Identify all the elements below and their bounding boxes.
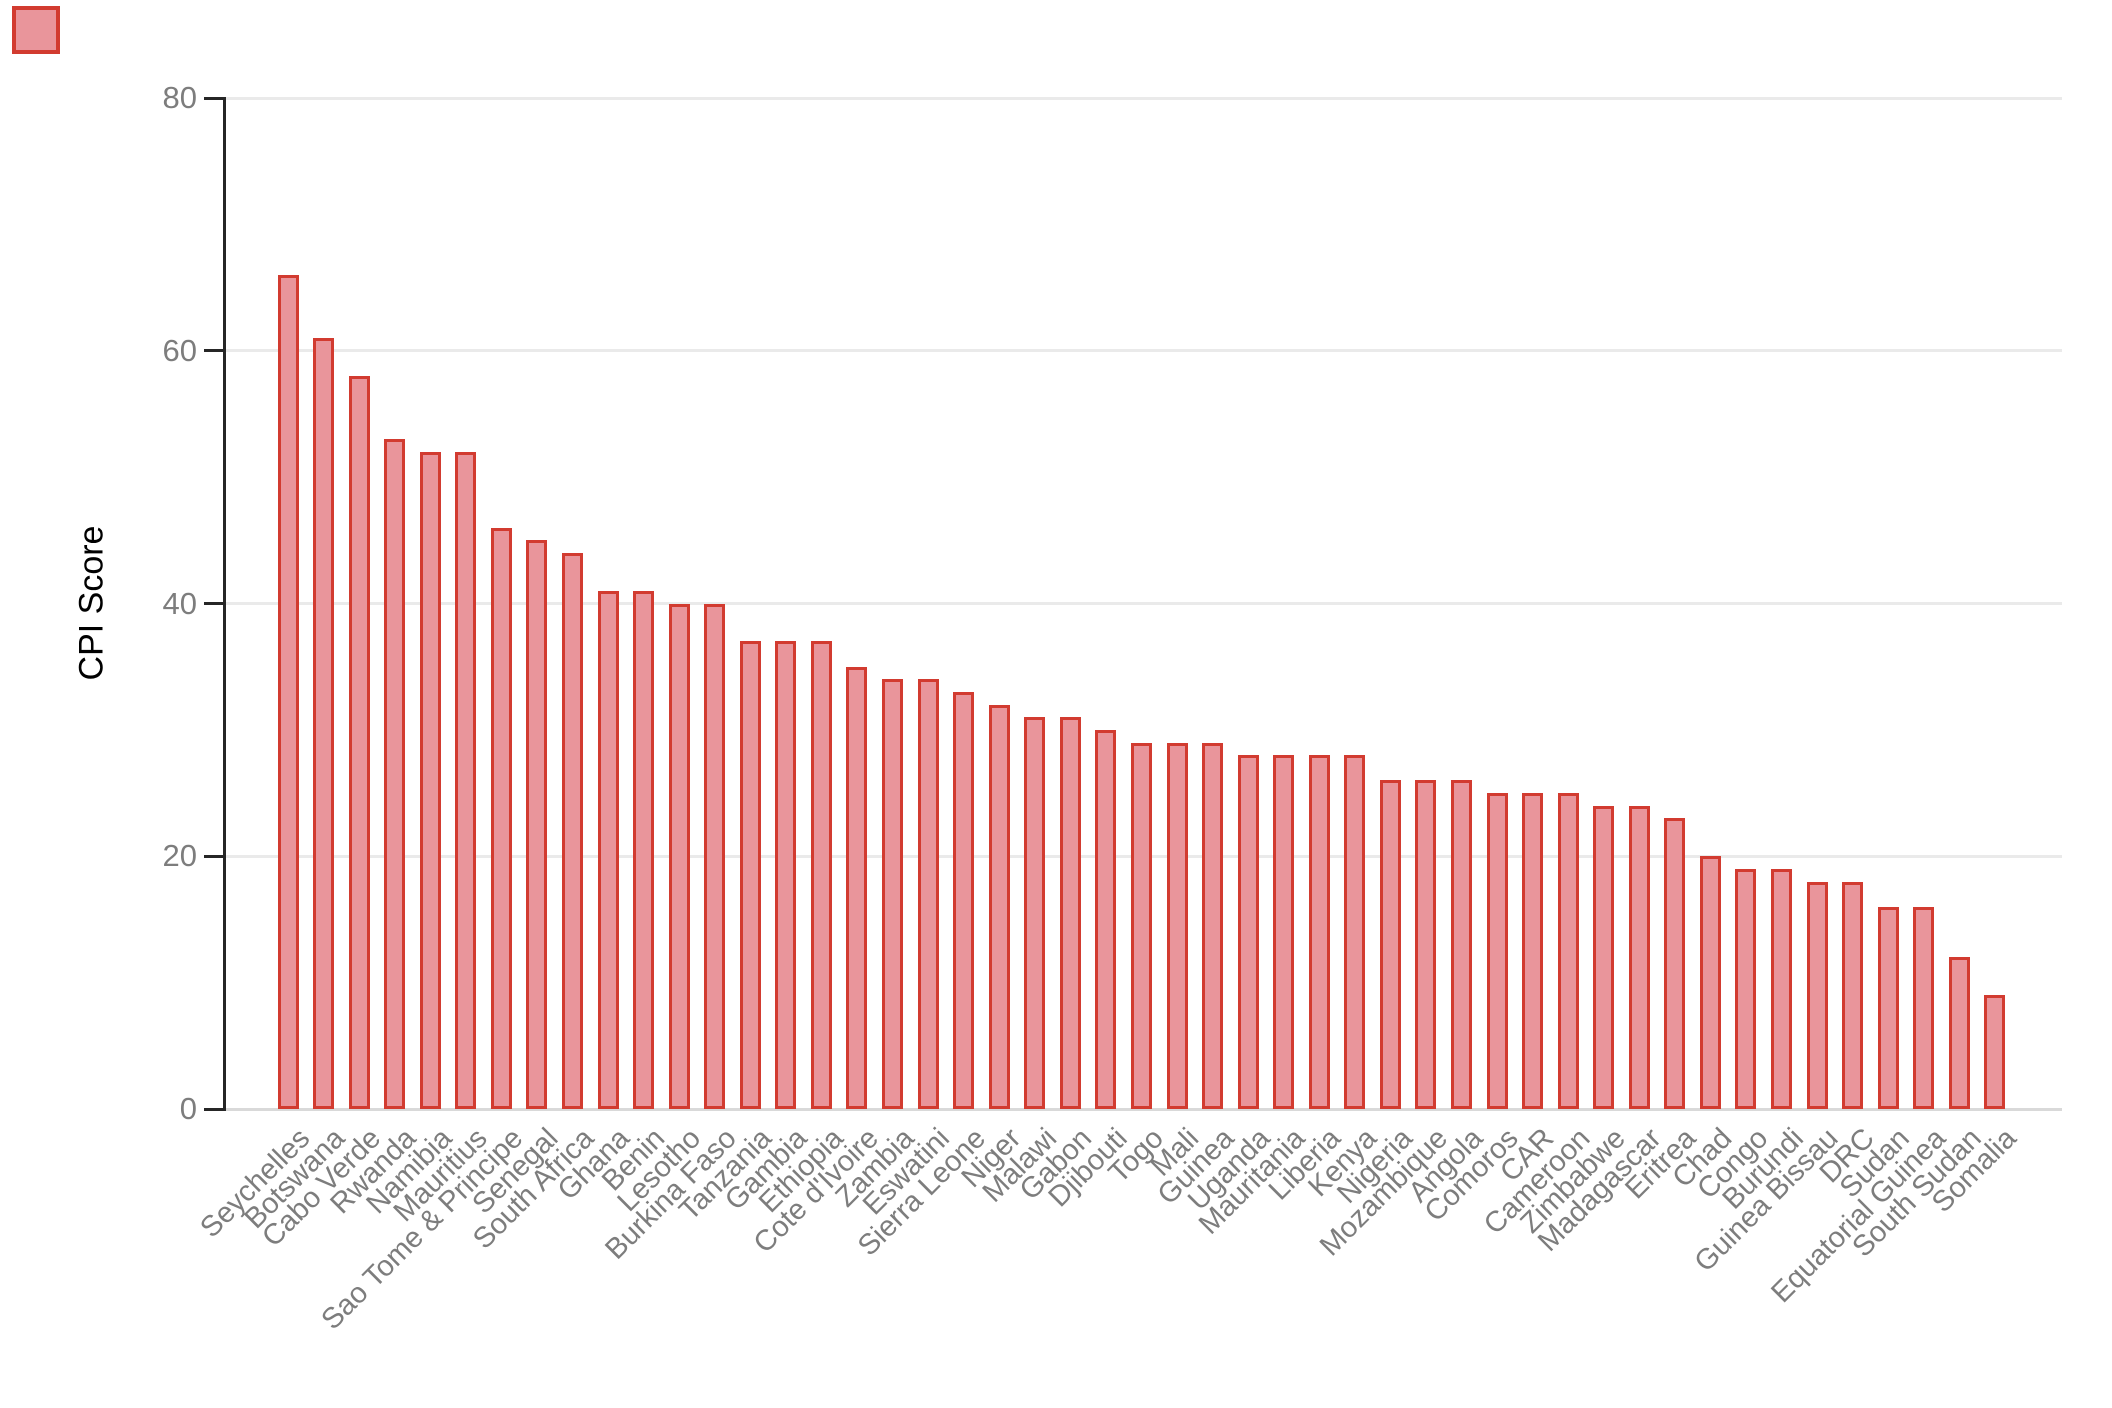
bar: [561, 552, 583, 1109]
y-axis-line: [223, 96, 226, 1111]
bar: [882, 679, 904, 1109]
bar: [775, 641, 797, 1109]
gridline: [225, 96, 2062, 100]
bar: [526, 540, 548, 1109]
y-tick-label: 80: [162, 80, 197, 115]
bar: [1735, 868, 1757, 1109]
bar: [953, 691, 975, 1109]
bar: [633, 590, 655, 1109]
gridline: [225, 349, 2062, 353]
y-axis-tick: [204, 349, 224, 353]
bar: [1877, 906, 1899, 1109]
bar: [384, 439, 406, 1109]
bar: [1771, 868, 1793, 1109]
bar: [668, 603, 690, 1109]
bar: [810, 641, 832, 1109]
bar: [1806, 881, 1828, 1109]
bar: [490, 527, 512, 1109]
bar: [1948, 957, 1970, 1109]
bar: [1984, 995, 2006, 1109]
bar: [1415, 780, 1437, 1109]
series-color-swatch: [12, 6, 60, 54]
bar: [1166, 742, 1188, 1109]
bar: [597, 590, 619, 1109]
bar: [1024, 717, 1046, 1109]
bar: [1308, 755, 1330, 1109]
bar: [1842, 881, 1864, 1109]
y-axis-tick: [204, 854, 224, 858]
bar: [348, 376, 370, 1109]
bar: [1699, 856, 1721, 1109]
bar: [988, 704, 1010, 1109]
bar: [1664, 818, 1686, 1109]
bar: [277, 274, 299, 1109]
bar: [739, 641, 761, 1109]
bar: [1557, 793, 1579, 1109]
bar: [917, 679, 939, 1109]
y-tick-label: 20: [162, 838, 197, 874]
gridline: [225, 602, 2062, 605]
bar: [1095, 729, 1117, 1109]
bar: [1913, 906, 1935, 1109]
bar: [1593, 805, 1615, 1109]
bar: [1130, 742, 1152, 1109]
bar: [1237, 755, 1259, 1109]
bar: [1273, 755, 1295, 1109]
bar: [1379, 780, 1401, 1109]
bar: [1522, 793, 1544, 1109]
bar: [313, 338, 335, 1109]
bar: [1344, 755, 1366, 1109]
y-tick-label: 40: [162, 585, 197, 621]
bar: [1059, 717, 1081, 1109]
bar: [1450, 780, 1472, 1109]
y-tick-label: 60: [162, 332, 197, 368]
bar: [704, 603, 726, 1109]
bar: [455, 451, 477, 1109]
bar: [419, 451, 441, 1109]
y-axis-tick: [204, 602, 224, 605]
y-axis-tick: [204, 1107, 224, 1111]
bar: [1202, 742, 1224, 1109]
gridline: [225, 1107, 2062, 1111]
y-axis-tick: [204, 96, 224, 100]
bar: [846, 666, 868, 1109]
bar: [1628, 805, 1650, 1109]
y-tick-label: 0: [179, 1091, 197, 1126]
bar: [1486, 793, 1508, 1109]
